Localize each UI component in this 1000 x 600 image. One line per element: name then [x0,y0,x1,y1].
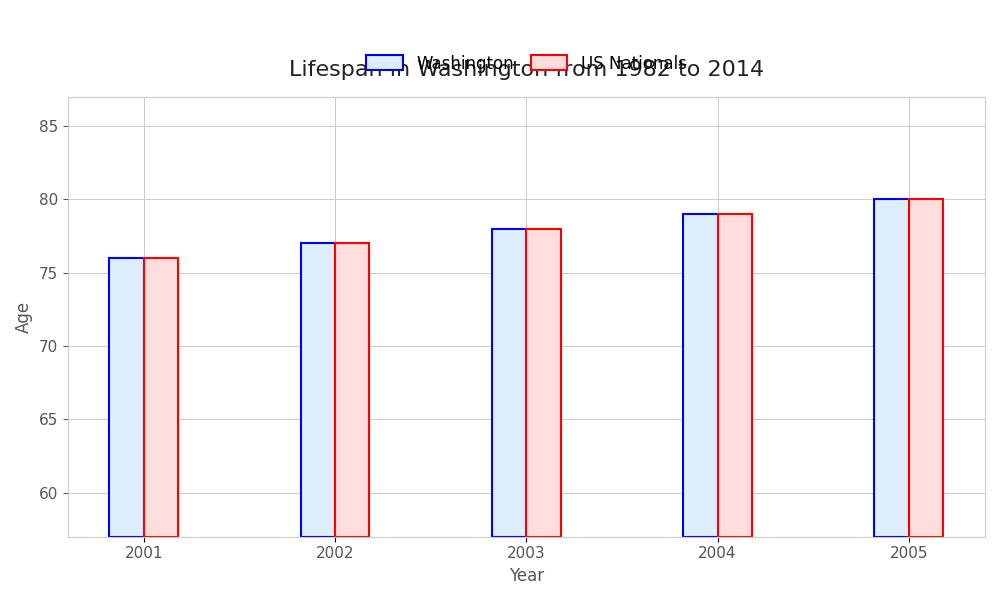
Bar [718,214,752,537]
Bar [335,244,369,537]
Bar [874,199,909,537]
Legend: Washington, US Nationals: Washington, US Nationals [360,48,693,79]
Bar [683,214,718,537]
Y-axis label: Age: Age [15,301,33,333]
Bar [909,199,943,537]
Bar [301,244,335,537]
X-axis label: Year: Year [509,567,544,585]
Bar [144,258,178,537]
Title: Lifespan in Washington from 1982 to 2014: Lifespan in Washington from 1982 to 2014 [289,60,764,80]
Bar [109,258,144,537]
Bar [526,229,561,537]
Bar [492,229,526,537]
